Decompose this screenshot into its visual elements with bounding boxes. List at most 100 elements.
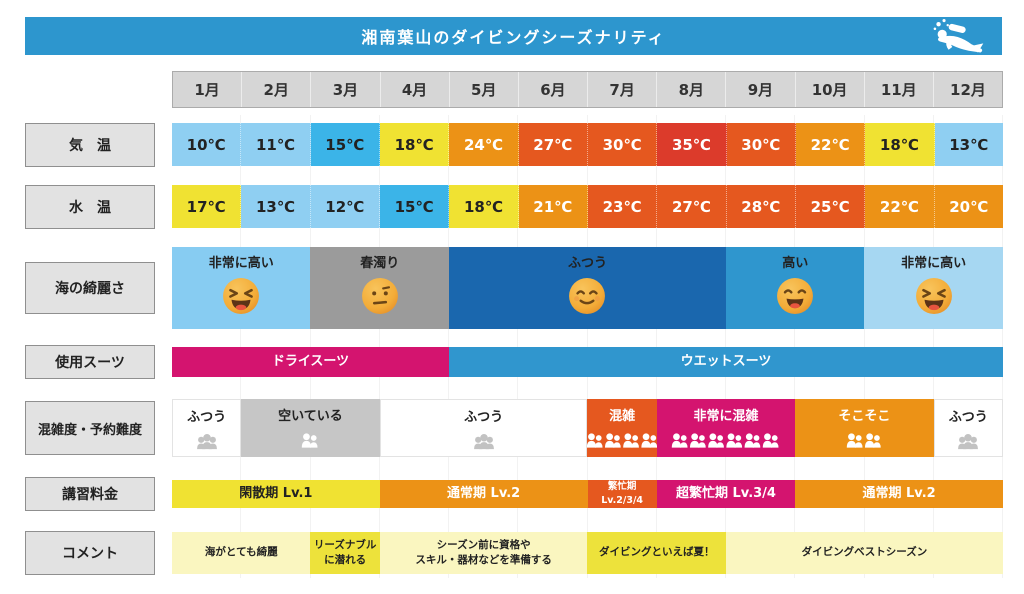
page-title: 湘南葉山のダイビングシーズナリティ: [361, 28, 666, 47]
price-span-label: 超繁忙期 Lv.3/4: [675, 485, 776, 501]
suit-span-label: ウエットスーツ: [680, 353, 772, 369]
grid-column-guide: [311, 115, 380, 578]
month-header-cell-1: 1月: [173, 72, 243, 107]
congestion-span-7: ふつう: [933, 399, 1003, 457]
sea-clarity-span-label: 高い: [782, 256, 809, 271]
air-temp-cell-7: 30℃: [587, 123, 658, 166]
row-label-air-temp: 気 温: [25, 123, 155, 167]
comment-span-1: 海がとても綺麗: [172, 532, 311, 574]
laugh-face-icon: [222, 274, 260, 319]
suit-span-label: ドライスーツ: [271, 353, 350, 369]
grid-column-guide: [934, 115, 1003, 578]
scuba-diver-icon: [922, 16, 988, 58]
water-temp-cell-5: 18℃: [449, 185, 519, 228]
air-temp-cell-1: 10℃: [172, 123, 242, 166]
comment-span-label: ダイビングといえば夏！: [598, 546, 715, 559]
congestion-span-2: 空いている: [241, 399, 380, 457]
price-span-5: 通常期 Lv.2: [795, 480, 1003, 508]
people-group-icon: [587, 427, 657, 453]
congestion-band: ふつう 空いている ふつう 混雑 非常に混雑 そこそこ ふつう: [172, 399, 1003, 457]
congestion-span-6: そこそこ: [795, 399, 934, 457]
row-label-comment: コメント: [25, 531, 155, 575]
people-group-icon: [846, 427, 882, 453]
comment-span-label: シーズン前に資格や スキル・器材などを準備する: [415, 538, 552, 566]
row-label-water-temp: 水 温: [25, 185, 155, 229]
month-header-cell-10: 10月: [796, 72, 865, 107]
comment-band: 海がとても綺麗 リーズナブル に潜れる シーズン前に資格や スキル・器材などを準備す…: [172, 532, 1003, 574]
price-span-2: 通常期 Lv.2: [379, 480, 588, 508]
grid-column-guide: [380, 115, 449, 578]
water-temp-cell-11: 22℃: [865, 185, 935, 228]
comment-span-label: リーズナブル に潜れる: [313, 538, 377, 566]
congestion-span-4: 混雑: [587, 399, 657, 457]
month-header-cell-11: 11月: [865, 72, 934, 107]
air-temp-cell-4: 18℃: [379, 123, 450, 166]
sea-clarity-span-4: 高い: [725, 247, 865, 329]
month-header-cell-2: 2月: [242, 72, 312, 107]
suit-span-2: ウエットスーツ: [448, 347, 1003, 377]
congestion-span-label: ふつう: [187, 410, 227, 425]
comment-span-label: 海がとても綺麗: [204, 546, 278, 559]
water-temp-cell-12: 20℃: [934, 185, 1003, 228]
suit-band: ドライスーツ ウエットスーツ: [172, 347, 1003, 377]
air-temp-cell-8: 35℃: [657, 123, 727, 166]
sea-clarity-span-label: ふつう: [567, 256, 607, 271]
month-header-row: 1月 2月 3月 4月 5月 6月 7月 8月 9月 10月 11月 12月: [172, 71, 1003, 108]
congestion-span-label: ふつう: [948, 410, 988, 425]
sea-clarity-span-label: 非常に高い: [901, 256, 967, 271]
congestion-span-5: 非常に混雑: [656, 399, 796, 457]
air-temp-band: 10℃ 11℃ 15℃ 18℃ 24℃ 27℃ 30℃ 35℃ 30℃ 22℃ 18℃ 13℃: [172, 123, 1003, 166]
air-temp-cell-9: 30℃: [726, 123, 796, 166]
water-temp-cell-9: 28℃: [726, 185, 796, 228]
price-span-label: 通常期 Lv.2: [447, 485, 521, 501]
header-bar: 湘南葉山のダイビングシーズナリティ: [25, 17, 1002, 55]
comment-span-5: ダイビングベストシーズン: [725, 532, 1003, 574]
month-header-cell-12: 12月: [950, 81, 986, 99]
price-span-label: 繁忙期 Lv.2/3/4: [601, 481, 644, 506]
month-header-cell-4: 4月: [381, 72, 450, 107]
air-temp-cell-5: 24℃: [449, 123, 519, 166]
people-group-icon: [196, 428, 218, 454]
people-group-icon: [301, 427, 319, 453]
grid-column-guide: [657, 115, 726, 578]
price-span-4: 超繁忙期 Lv.3/4: [656, 480, 796, 508]
neutral-face-icon: [361, 274, 399, 319]
congestion-span-1: ふつう: [172, 399, 242, 457]
month-header-cell-7: 7月: [588, 72, 658, 107]
grin-face-icon: [776, 274, 814, 319]
comment-span-2: リーズナブル に潜れる: [310, 532, 380, 574]
comment-span-label: ダイビングベストシーズン: [801, 546, 928, 559]
congestion-span-label: そこそこ: [838, 409, 891, 424]
comment-span-3: シーズン前に資格や スキル・器材などを準備する: [379, 532, 588, 574]
grid-column-guide: [726, 115, 796, 578]
laugh-face-icon: [915, 274, 953, 319]
air-temp-cell-11: 18℃: [865, 123, 935, 166]
water-temp-cell-4: 15℃: [379, 185, 450, 228]
water-temp-cell-3: 12℃: [310, 185, 380, 228]
month-header-cell-5: 5月: [450, 72, 519, 107]
grid-column-guide: [588, 115, 657, 578]
water-temp-cell-8: 27℃: [657, 185, 727, 228]
row-label-sea-clarity: 海の綺麗さ: [25, 262, 155, 314]
water-temp-band: 17℃ 13℃ 12℃ 15℃ 18℃ 21℃ 23℃ 27℃ 28℃ 25℃ 22℃ 20℃: [172, 185, 1003, 228]
smile-face-icon: [568, 274, 606, 319]
price-span-1: 閑散期 Lv.1: [172, 480, 380, 508]
water-temp-cell-6: 21℃: [518, 185, 588, 228]
congestion-span-label: 空いている: [278, 409, 343, 424]
congestion-span-3: ふつう: [379, 399, 588, 457]
suit-span-1: ドライスーツ: [172, 347, 449, 377]
sea-clarity-span-2: 春濁り: [310, 247, 449, 329]
air-temp-cell-12: 13℃: [934, 123, 1003, 166]
month-header-cell-6: 6月: [519, 72, 589, 107]
water-temp-cell-1: 17℃: [172, 185, 242, 228]
sea-clarity-span-1: 非常に高い: [172, 247, 311, 329]
grid-column-guide: [795, 115, 865, 578]
air-temp-cell-3: 15℃: [310, 123, 380, 166]
sea-clarity-span-label: 非常に高い: [208, 256, 274, 271]
price-span-3: 繁忙期 Lv.2/3/4: [587, 480, 657, 508]
sea-clarity-span-label: 春濁り: [360, 256, 400, 271]
price-span-label: 通常期 Lv.2: [862, 485, 936, 501]
water-temp-cell-10: 25℃: [795, 185, 866, 228]
air-temp-cell-2: 11℃: [241, 123, 311, 166]
